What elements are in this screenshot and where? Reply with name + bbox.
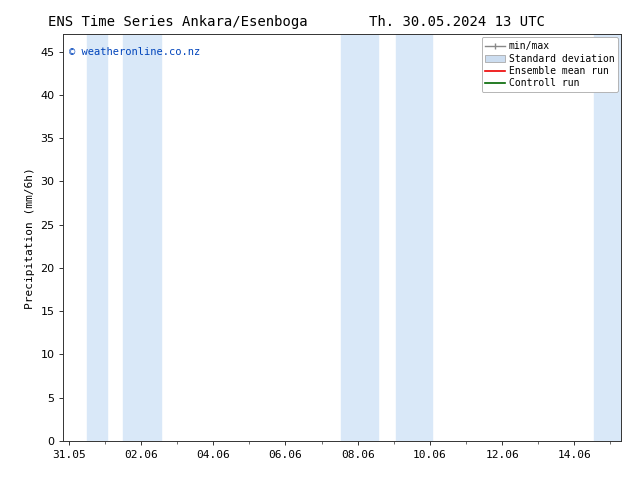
Text: Th. 30.05.2024 13 UTC: Th. 30.05.2024 13 UTC [368, 15, 545, 29]
Bar [87, 34, 107, 441]
Text: ENS Time Series Ankara/Esenboga: ENS Time Series Ankara/Esenboga [48, 15, 307, 29]
Y-axis label: Precipitation (mm/6h): Precipitation (mm/6h) [25, 167, 35, 309]
Bar [594, 34, 621, 441]
Bar [342, 34, 378, 441]
Bar [123, 34, 161, 441]
Legend: min/max, Standard deviation, Ensemble mean run, Controll run: min/max, Standard deviation, Ensemble me… [482, 37, 618, 92]
Text: © weatheronline.co.nz: © weatheronline.co.nz [69, 47, 200, 56]
Bar [396, 34, 432, 441]
